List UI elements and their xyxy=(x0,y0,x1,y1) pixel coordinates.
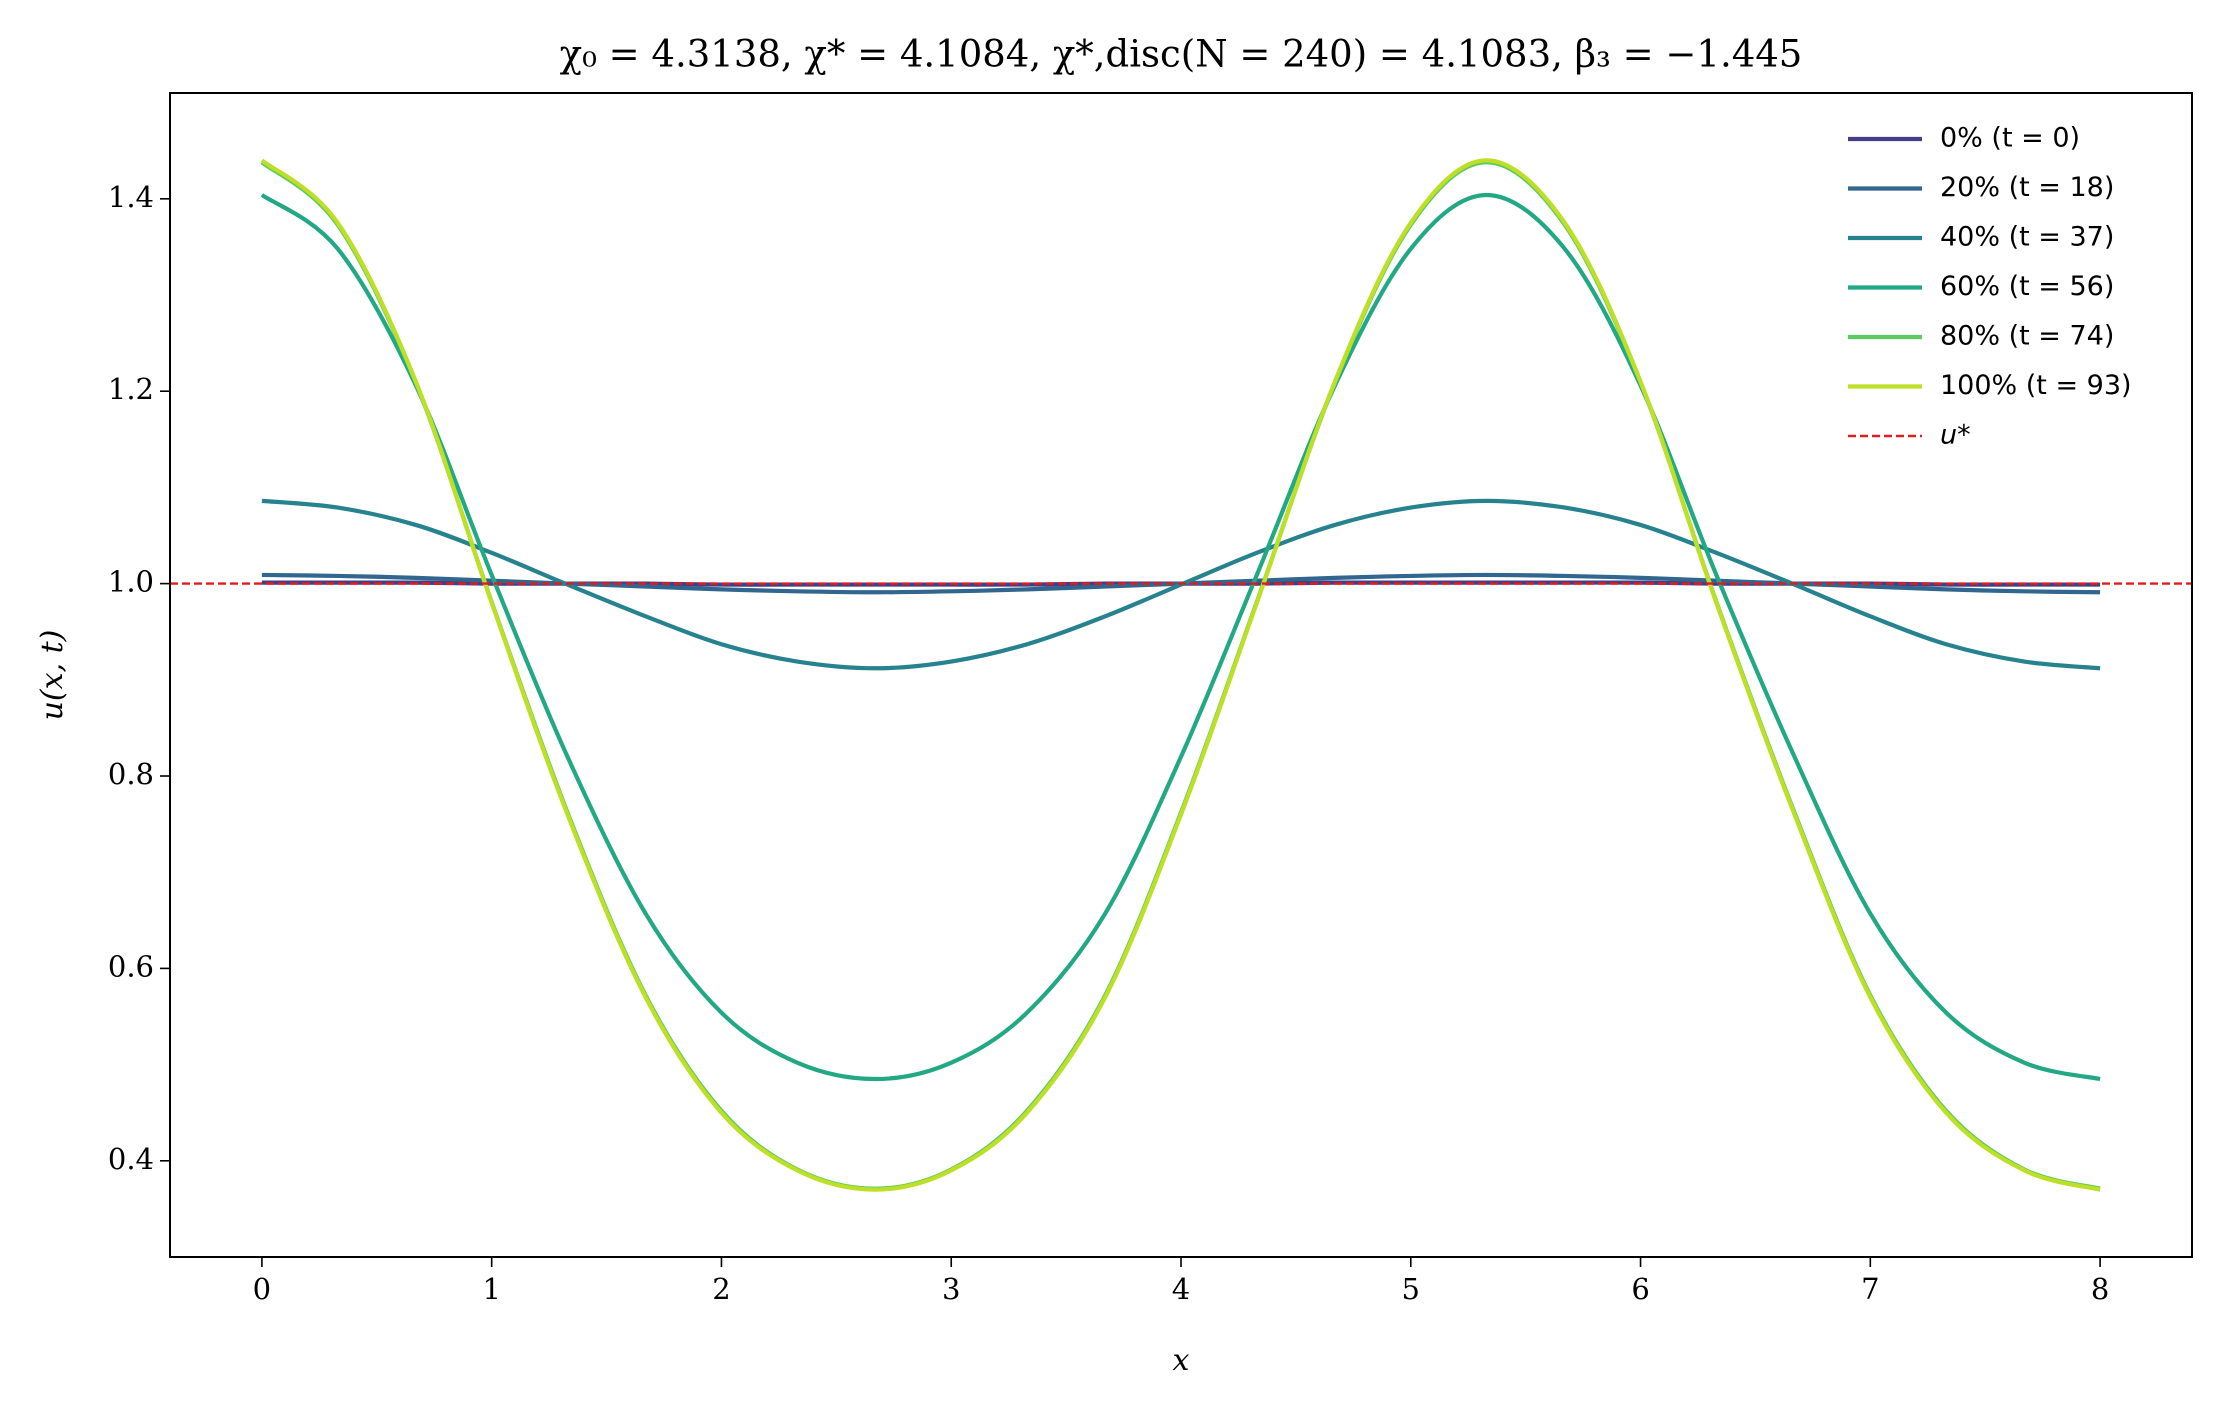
x-tick-label: 0 xyxy=(253,1272,271,1306)
y-tick-label: 1.0 xyxy=(108,565,154,599)
x-tick-label: 2 xyxy=(712,1272,730,1306)
x-tick-label: 1 xyxy=(482,1272,500,1306)
x-tick-label: 4 xyxy=(1172,1272,1190,1306)
x-tick-label: 3 xyxy=(942,1272,960,1306)
y-tick-label: 0.8 xyxy=(108,757,154,791)
x-tick-label: 7 xyxy=(1861,1272,1879,1306)
series-line xyxy=(260,192,2101,1082)
chart-title: χ₀ = 4.3138, χ* = 4.1084, χ*,disc(N = 24… xyxy=(560,33,1803,76)
legend-label: u* xyxy=(1940,420,1971,451)
legend-label: 20% (t = 18) xyxy=(1940,172,2114,203)
x-tick-label: 6 xyxy=(1631,1272,1649,1306)
y-tick-label: 1.2 xyxy=(108,372,154,406)
legend-label: 40% (t = 37) xyxy=(1940,222,2114,253)
axes-frame xyxy=(169,92,2193,1258)
y-axis-label: u(x, t) xyxy=(35,630,70,721)
legend-label: 80% (t = 74) xyxy=(1940,321,2114,352)
legend-label: 60% (t = 56) xyxy=(1940,271,2114,302)
legend-label: 100% (t = 93) xyxy=(1940,370,2132,401)
y-tick-label: 0.4 xyxy=(108,1142,154,1176)
y-tick-label: 1.4 xyxy=(108,180,154,214)
series-line xyxy=(260,158,2101,1192)
y-tick-label: 0.6 xyxy=(108,949,154,983)
legend-label: 0% (t = 0) xyxy=(1940,123,2080,154)
x-tick-label: 5 xyxy=(1402,1272,1420,1306)
x-axis-label: x xyxy=(1173,1343,1190,1378)
x-tick-label: 8 xyxy=(2091,1272,2109,1306)
